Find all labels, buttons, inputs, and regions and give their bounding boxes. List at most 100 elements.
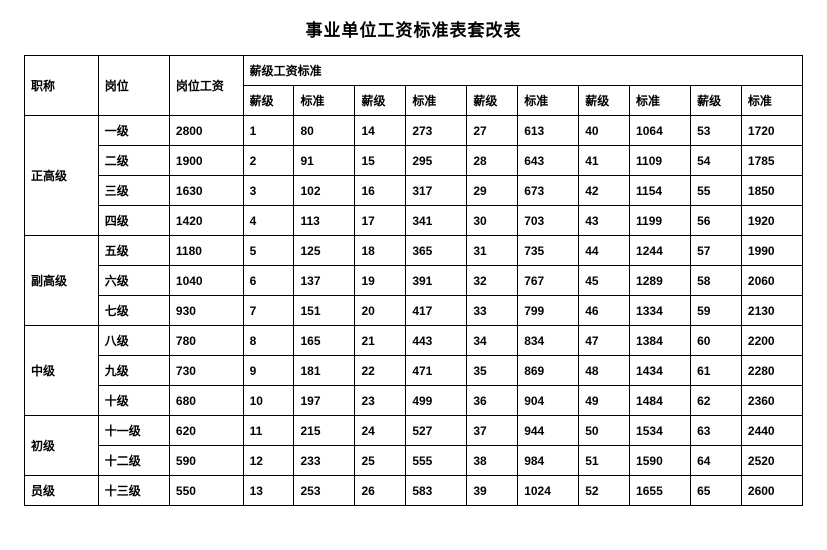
table-row: 三级163031021631729673421154551850 <box>25 176 803 206</box>
level-cell: 十一级 <box>98 416 169 446</box>
xj-cell: 35 <box>467 356 518 386</box>
xj-cell: 25 <box>355 446 406 476</box>
bz-cell: 1289 <box>630 266 691 296</box>
xj-cell: 22 <box>355 356 406 386</box>
xj-cell: 24 <box>355 416 406 446</box>
level-cell: 八级 <box>98 326 169 356</box>
bz-cell: 1109 <box>630 146 691 176</box>
table-row: 四级142041131734130703431199561920 <box>25 206 803 236</box>
xj-cell: 63 <box>691 416 742 446</box>
bz-cell: 767 <box>518 266 579 296</box>
xj-cell: 47 <box>579 326 630 356</box>
level-cell: 三级 <box>98 176 169 206</box>
bz-cell: 1199 <box>630 206 691 236</box>
xj-cell: 55 <box>691 176 742 206</box>
xj-cell: 46 <box>579 296 630 326</box>
bz-cell: 125 <box>294 236 355 266</box>
xj-cell: 37 <box>467 416 518 446</box>
xj-cell: 7 <box>243 296 294 326</box>
bz-cell: 2280 <box>741 356 802 386</box>
xj-cell: 2 <box>243 146 294 176</box>
table-row: 十级680101972349936904491484622360 <box>25 386 803 416</box>
bz-cell: 197 <box>294 386 355 416</box>
header-category: 职称 <box>25 56 99 116</box>
xj-cell: 20 <box>355 296 406 326</box>
bz-cell: 499 <box>406 386 467 416</box>
xj-cell: 13 <box>243 476 294 506</box>
header-bz: 标准 <box>518 86 579 116</box>
bz-cell: 1244 <box>630 236 691 266</box>
table-row: 六级104061371939132767451289582060 <box>25 266 803 296</box>
table-row: 七级93071512041733799461334592130 <box>25 296 803 326</box>
bz-cell: 1850 <box>741 176 802 206</box>
bz-cell: 613 <box>518 116 579 146</box>
xj-cell: 3 <box>243 176 294 206</box>
xj-cell: 8 <box>243 326 294 356</box>
xj-cell: 5 <box>243 236 294 266</box>
bz-cell: 165 <box>294 326 355 356</box>
xj-cell: 36 <box>467 386 518 416</box>
bz-cell: 1720 <box>741 116 802 146</box>
header-level: 岗位 <box>98 56 169 116</box>
xj-cell: 6 <box>243 266 294 296</box>
xj-cell: 9 <box>243 356 294 386</box>
category-cell: 正高级 <box>25 116 99 236</box>
category-cell: 副高级 <box>25 236 99 326</box>
xj-cell: 21 <box>355 326 406 356</box>
bz-cell: 317 <box>406 176 467 206</box>
bz-cell: 102 <box>294 176 355 206</box>
bz-cell: 1785 <box>741 146 802 176</box>
header-bz: 标准 <box>630 86 691 116</box>
bz-cell: 295 <box>406 146 467 176</box>
base-cell: 2800 <box>169 116 243 146</box>
level-cell: 二级 <box>98 146 169 176</box>
xj-cell: 41 <box>579 146 630 176</box>
xj-cell: 60 <box>691 326 742 356</box>
bz-cell: 1024 <box>518 476 579 506</box>
xj-cell: 23 <box>355 386 406 416</box>
bz-cell: 137 <box>294 266 355 296</box>
xj-cell: 27 <box>467 116 518 146</box>
bz-cell: 673 <box>518 176 579 206</box>
xj-cell: 45 <box>579 266 630 296</box>
bz-cell: 233 <box>294 446 355 476</box>
base-cell: 930 <box>169 296 243 326</box>
table-row: 正高级一级28001801427327613401064531720 <box>25 116 803 146</box>
bz-cell: 1920 <box>741 206 802 236</box>
bz-cell: 1590 <box>630 446 691 476</box>
xj-cell: 58 <box>691 266 742 296</box>
xj-cell: 32 <box>467 266 518 296</box>
bz-cell: 417 <box>406 296 467 326</box>
xj-cell: 61 <box>691 356 742 386</box>
xj-cell: 44 <box>579 236 630 266</box>
bz-cell: 181 <box>294 356 355 386</box>
bz-cell: 365 <box>406 236 467 266</box>
xj-cell: 50 <box>579 416 630 446</box>
bz-cell: 1154 <box>630 176 691 206</box>
bz-cell: 799 <box>518 296 579 326</box>
bz-cell: 834 <box>518 326 579 356</box>
page-title: 事业单位工资标准表套改表 <box>24 16 803 41</box>
table-row: 十二级590122332555538984511590642520 <box>25 446 803 476</box>
category-cell: 员级 <box>25 476 99 506</box>
base-cell: 1900 <box>169 146 243 176</box>
base-cell: 1180 <box>169 236 243 266</box>
level-cell: 七级 <box>98 296 169 326</box>
xj-cell: 62 <box>691 386 742 416</box>
bz-cell: 253 <box>294 476 355 506</box>
xj-cell: 4 <box>243 206 294 236</box>
base-cell: 780 <box>169 326 243 356</box>
bz-cell: 1990 <box>741 236 802 266</box>
bz-cell: 1384 <box>630 326 691 356</box>
level-cell: 十二级 <box>98 446 169 476</box>
xj-cell: 53 <box>691 116 742 146</box>
level-cell: 十级 <box>98 386 169 416</box>
bz-cell: 2060 <box>741 266 802 296</box>
xj-cell: 12 <box>243 446 294 476</box>
base-cell: 550 <box>169 476 243 506</box>
xj-cell: 56 <box>691 206 742 236</box>
xj-cell: 10 <box>243 386 294 416</box>
bz-cell: 151 <box>294 296 355 326</box>
bz-cell: 555 <box>406 446 467 476</box>
bz-cell: 273 <box>406 116 467 146</box>
